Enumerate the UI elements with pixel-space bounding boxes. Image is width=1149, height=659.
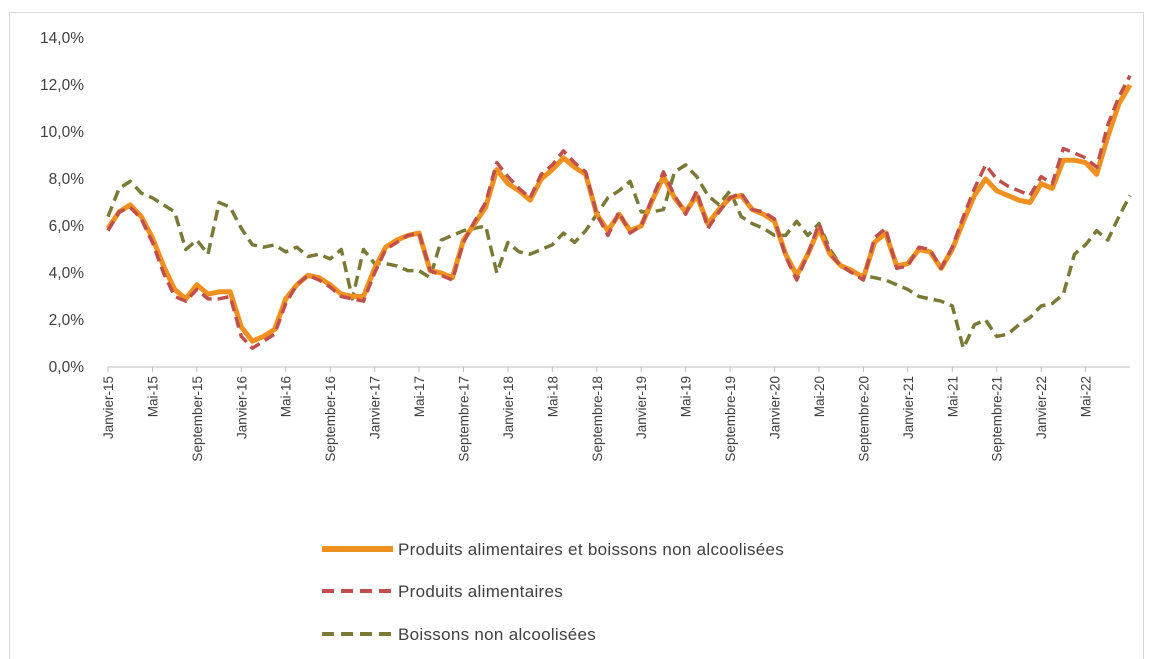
x-tick-label: Mai-18 bbox=[545, 376, 560, 417]
y-tick-label: 10,0% bbox=[40, 124, 84, 141]
y-tick-label: 0,0% bbox=[49, 359, 85, 376]
x-tick-label: Septembre-20 bbox=[856, 376, 871, 462]
legend-label: Produits alimentaires bbox=[398, 582, 563, 601]
x-tick-label: Septembre-18 bbox=[590, 376, 605, 462]
x-tick-label: Janvier-18 bbox=[501, 376, 516, 439]
y-tick-label: 2,0% bbox=[49, 312, 85, 329]
series-line-2 bbox=[106, 74, 1132, 350]
x-tick-label: September-15 bbox=[190, 376, 205, 462]
x-tick-label: Mai-22 bbox=[1079, 376, 1094, 417]
y-tick-label: 6,0% bbox=[49, 218, 85, 235]
x-tick-label: Janvier-21 bbox=[901, 376, 916, 439]
legend: Produits alimentaires et boissons non al… bbox=[322, 540, 784, 644]
x-tick-label: Janvier-20 bbox=[768, 376, 783, 439]
x-axis: Janvier-15 Mai-15 September-15 Janvier-16 Ma… bbox=[101, 366, 1130, 462]
chart-frame bbox=[9, 12, 1144, 659]
x-tick-label: Janvier-19 bbox=[634, 376, 649, 439]
series-line-1 bbox=[105, 83, 1133, 344]
y-tick-label: 4,0% bbox=[49, 265, 85, 282]
x-tick-label: Mai-16 bbox=[279, 376, 294, 417]
x-tick-label: Septembre-21 bbox=[990, 376, 1005, 462]
x-tick-label: Janvier-16 bbox=[234, 376, 249, 439]
x-tick-label: Mai-21 bbox=[945, 376, 960, 417]
x-tick-label: Mai-15 bbox=[145, 376, 160, 417]
x-tick-label: Septembre-19 bbox=[723, 376, 738, 462]
x-tick-label: Mai-20 bbox=[812, 376, 827, 417]
y-tick-label: 14,0% bbox=[40, 30, 84, 47]
x-tick-label: Janvier-22 bbox=[1034, 376, 1049, 439]
x-tick-label: Mai-17 bbox=[412, 376, 427, 417]
x-tick-label: Janvier-17 bbox=[368, 376, 383, 439]
legend-label: Boissons non alcoolisées bbox=[398, 625, 596, 644]
x-tick-label: September-16 bbox=[323, 376, 338, 462]
x-tick-label: Septembre-17 bbox=[456, 376, 471, 462]
y-axis: 0,0% 2,0% 4,0% 6,0% 8,0% 10,0% 12,0% 14,0% bbox=[40, 30, 84, 376]
x-tick-label: Janvier-15 bbox=[101, 376, 116, 439]
series-layer bbox=[105, 74, 1133, 350]
x-tick-label: Mai-19 bbox=[679, 376, 694, 417]
y-tick-label: 8,0% bbox=[49, 171, 85, 188]
series-line-3 bbox=[106, 163, 1132, 350]
legend-label: Produits alimentaires et boissons non al… bbox=[398, 540, 784, 559]
y-tick-label: 12,0% bbox=[40, 77, 84, 94]
